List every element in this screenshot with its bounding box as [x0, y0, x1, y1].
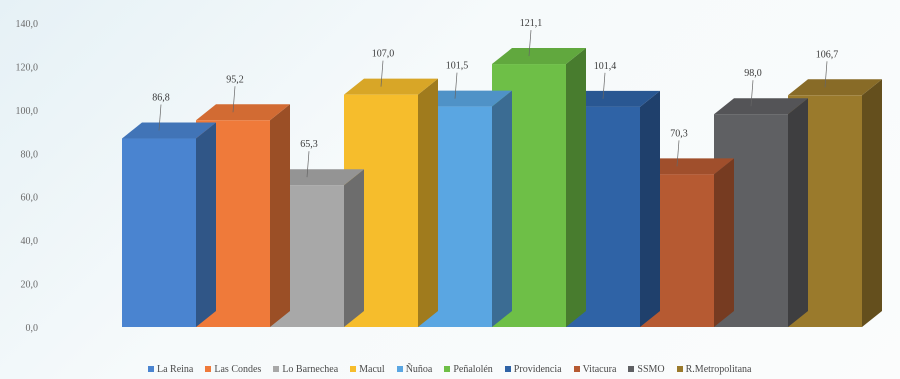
- bar-side: [566, 48, 586, 327]
- bar-top: [270, 169, 364, 186]
- legend-swatch: [628, 366, 635, 372]
- legend-label: Vitacura: [582, 363, 617, 375]
- legend-label: Lo Barnechea: [282, 363, 339, 375]
- legend-swatch: [504, 366, 511, 372]
- data-label-leader: [158, 104, 162, 131]
- legend-swatch: [444, 366, 451, 372]
- data-labels: 106,7 98,0 70,3 101,4 121,1 101,5 107,0 65,3 95,…: [152, 18, 839, 178]
- data-label: 95,2: [226, 74, 244, 85]
- legend-label: Macul: [359, 363, 385, 375]
- data-label-leader: [232, 86, 236, 113]
- legend-item: Peñalolén: [444, 363, 493, 375]
- bar-la-reina: [122, 122, 216, 328]
- legend-label: Providencia: [513, 363, 562, 375]
- legend-swatch: [573, 366, 580, 372]
- data-label: 86,8: [152, 93, 170, 104]
- bar-side: [344, 169, 364, 327]
- bar-side: [862, 79, 882, 328]
- legend-item: Macul: [350, 364, 385, 375]
- bar-side: [714, 158, 734, 327]
- bars: [122, 48, 882, 328]
- legend-item: SSMO: [628, 363, 665, 375]
- legend-swatch: [396, 366, 403, 372]
- bar-top: [714, 98, 808, 115]
- legend-item: Lo Barnechea: [273, 364, 338, 375]
- bar-side: [492, 90, 512, 327]
- data-label-leader: [454, 72, 458, 99]
- y-tick-label: 0,0: [26, 323, 39, 334]
- legend-swatch: [148, 366, 154, 372]
- bar-top: [640, 158, 734, 175]
- legend-label: La Reina: [157, 363, 194, 375]
- legend-item: Providencia: [504, 363, 562, 375]
- data-label: 65,3: [300, 139, 318, 150]
- legend-swatch: [676, 366, 683, 372]
- data-label: 101,4: [594, 61, 617, 72]
- bar-top: [196, 104, 290, 121]
- legend-item: R.Metropolitana: [676, 363, 752, 375]
- data-label: 101,5: [446, 61, 469, 72]
- y-tick-label: 20,0: [21, 280, 39, 291]
- y-tick-label: 40,0: [21, 236, 39, 247]
- legend-label: R.Metropolitana: [685, 363, 752, 375]
- legend-item: La Reina: [148, 364, 193, 375]
- y-tick-label: 140,0: [16, 19, 39, 30]
- legend-label: Las Condes: [214, 363, 262, 375]
- bar-side: [640, 90, 660, 328]
- bar-top: [344, 78, 438, 95]
- bar-side: [788, 98, 808, 327]
- legend: La Reina Las Condes Lo Barnechea Macul Ñuñoa…: [148, 362, 888, 376]
- data-label: 70,3: [670, 128, 688, 139]
- data-label: 121,1: [520, 18, 543, 29]
- bar-front: [122, 138, 196, 327]
- bar-top: [492, 48, 586, 65]
- data-label-leader: [602, 72, 606, 99]
- legend-swatch: [205, 366, 212, 372]
- y-tick-label: 60,0: [21, 193, 39, 204]
- legend-label: Ñuñoa: [405, 363, 433, 375]
- data-label-leader: [676, 140, 680, 167]
- bar-top: [566, 90, 660, 107]
- y-tick-label: 80,0: [21, 149, 39, 160]
- data-label: 107,0: [372, 49, 395, 60]
- data-label-leader: [824, 61, 828, 88]
- legend-item: Ñuñoa: [396, 363, 433, 375]
- data-label-leader: [306, 151, 310, 178]
- y-axis: 0,0 20,0 40,0 60,0 80,0 100,0 120,0 140,0: [16, 19, 39, 334]
- data-label: 98,0: [744, 68, 762, 79]
- data-label: 106,7: [816, 49, 839, 60]
- data-label-leader: [528, 30, 532, 57]
- data-label-leader: [380, 60, 384, 87]
- legend-item: Vitacura: [573, 363, 617, 375]
- bar-side: [270, 104, 290, 327]
- y-tick-label: 120,0: [16, 62, 39, 73]
- bar-top: [418, 90, 512, 107]
- bar-top: [788, 79, 882, 96]
- legend-label: Peñalolén: [453, 363, 493, 375]
- legend-swatch: [350, 366, 357, 372]
- data-label-leader: [750, 80, 754, 107]
- y-tick-label: 100,0: [16, 106, 39, 117]
- legend-swatch: [273, 366, 280, 372]
- bar-top: [122, 122, 216, 139]
- legend-label: SSMO: [637, 363, 665, 375]
- bar-side: [418, 78, 438, 328]
- bar-side: [196, 122, 216, 328]
- legend-item: Las Condes: [205, 364, 261, 375]
